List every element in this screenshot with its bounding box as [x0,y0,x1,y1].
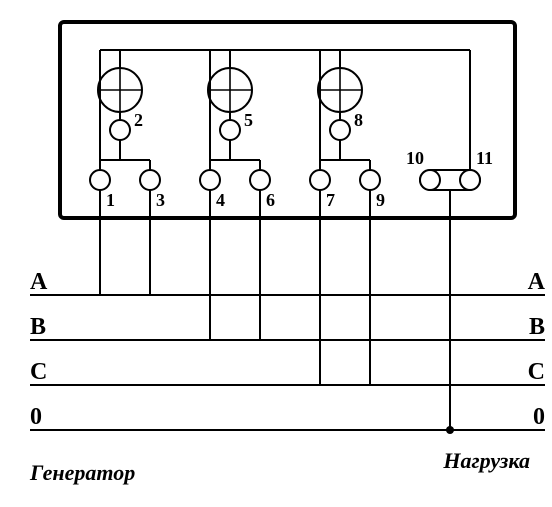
text-shape: 1 [106,190,115,210]
circle-shape [420,170,440,190]
load-label: Нагрузка [442,448,530,473]
terminal-number: 5 [244,110,253,130]
terminal-number: 8 [354,110,363,130]
bus-label-right: A [528,269,546,295]
text-shape: 9 [376,190,385,210]
bus-label-left: A [30,269,48,295]
bus-label-left: B [30,314,46,340]
neutral-junction-dot [446,426,454,434]
bus-label-right: B [529,314,545,340]
text-shape: 11 [476,148,493,168]
terminal-number: 2 [134,110,143,130]
bus-label-left: C [30,359,47,385]
text-shape: 7 [326,190,335,210]
bus-label-right: 0 [533,404,545,430]
bus-label-right: C [528,359,545,385]
circle-shape [460,170,480,190]
bus-label-left: 0 [30,404,42,430]
text-shape: 3 [156,190,165,210]
text-shape: 6 [266,190,275,210]
text-shape: 10 [406,148,424,168]
text-shape: 4 [216,190,225,210]
generator-label: Генератор [29,460,135,485]
